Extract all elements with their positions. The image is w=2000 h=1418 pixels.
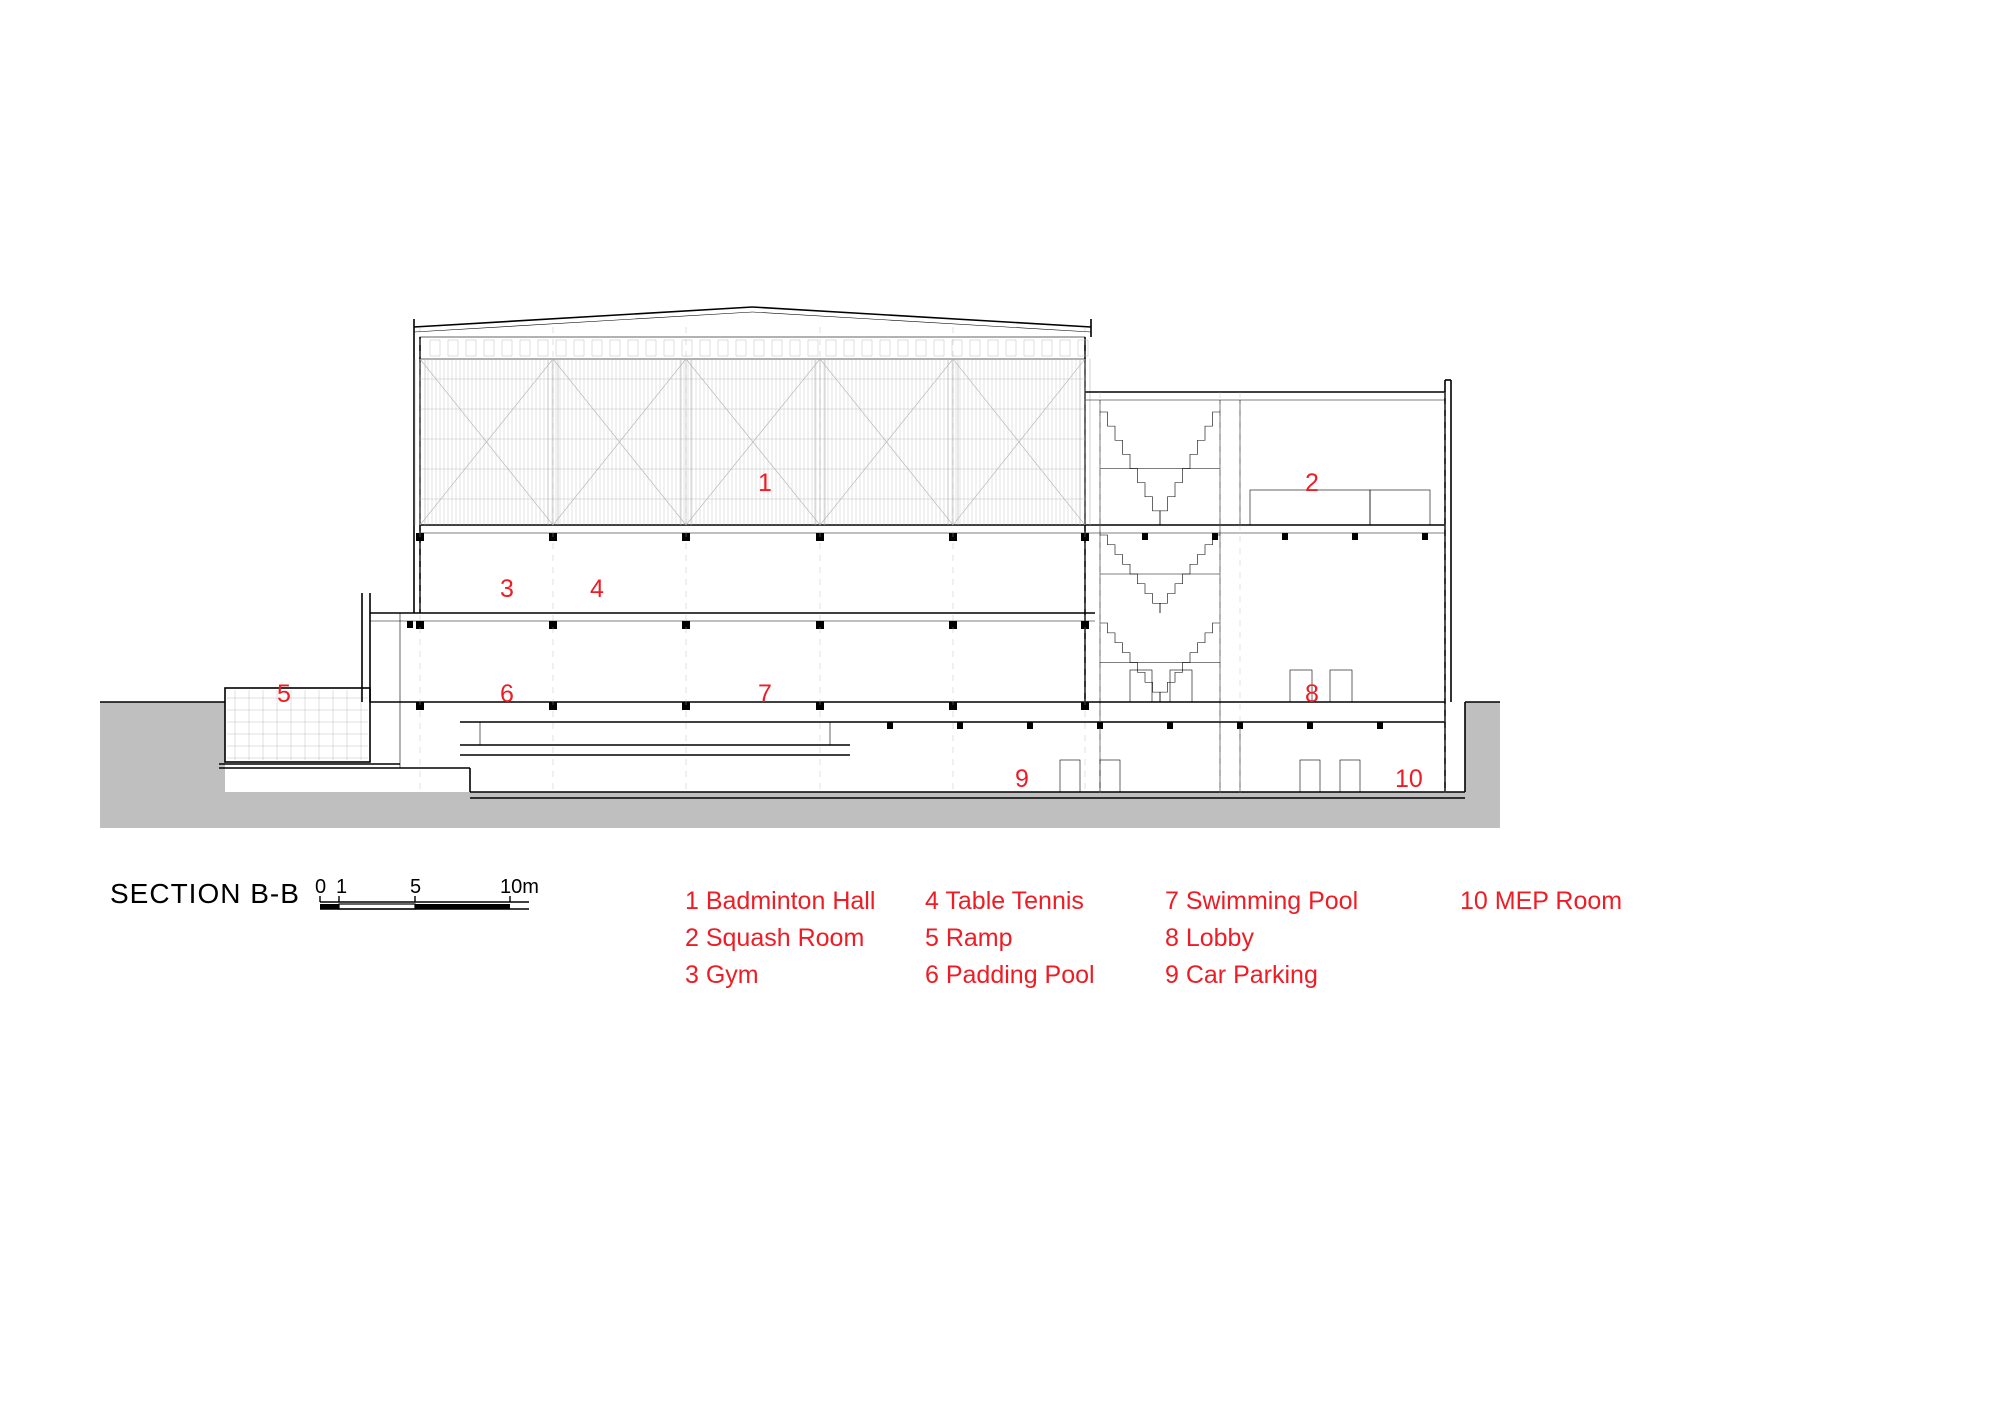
callout-6: 6 — [500, 680, 514, 709]
callout-10: 10 — [1395, 765, 1423, 794]
callout-4: 4 — [590, 575, 604, 604]
callout-1: 1 — [758, 469, 772, 498]
legend-item-3: 3 Gym — [685, 961, 759, 990]
callout-7: 7 — [758, 680, 772, 709]
legend-item-4: 4 Table Tennis — [925, 887, 1084, 916]
section-title: SECTION B-B — [110, 878, 300, 910]
legend-item-6: 6 Padding Pool — [925, 961, 1095, 990]
legend-item-8: 8 Lobby — [1165, 924, 1254, 953]
scale-label-0: 0 — [315, 876, 326, 899]
scale-label-10: 10m — [500, 876, 539, 899]
callout-8: 8 — [1305, 680, 1319, 709]
callout-5: 5 — [277, 680, 291, 709]
callout-2: 2 — [1305, 469, 1319, 498]
legend-item-9: 9 Car Parking — [1165, 961, 1318, 990]
callout-3: 3 — [500, 575, 514, 604]
scale-label-1: 1 — [336, 876, 347, 899]
scale-label-5: 5 — [410, 876, 421, 899]
legend-item-1: 1 Badminton Hall — [685, 887, 875, 916]
callout-9: 9 — [1015, 765, 1029, 794]
section-drawing — [0, 0, 2000, 1418]
legend-item-2: 2 Squash Room — [685, 924, 864, 953]
legend-item-10: 10 MEP Room — [1460, 887, 1622, 916]
legend-item-7: 7 Swimming Pool — [1165, 887, 1358, 916]
legend-item-5: 5 Ramp — [925, 924, 1013, 953]
